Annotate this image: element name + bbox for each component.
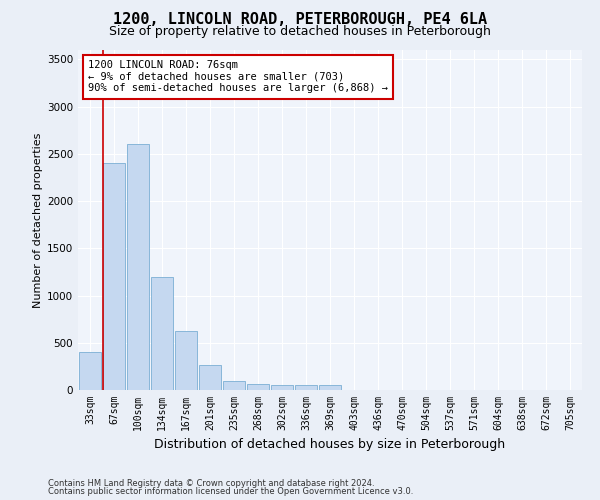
Bar <box>319 386 341 390</box>
Bar <box>223 380 245 390</box>
Text: 1200, LINCOLN ROAD, PETERBOROUGH, PE4 6LA: 1200, LINCOLN ROAD, PETERBOROUGH, PE4 6L… <box>113 12 487 28</box>
X-axis label: Distribution of detached houses by size in Peterborough: Distribution of detached houses by size … <box>154 438 506 452</box>
Text: Size of property relative to detached houses in Peterborough: Size of property relative to detached ho… <box>109 25 491 38</box>
Text: Contains HM Land Registry data © Crown copyright and database right 2024.: Contains HM Land Registry data © Crown c… <box>48 478 374 488</box>
Y-axis label: Number of detached properties: Number of detached properties <box>33 132 43 308</box>
Bar <box>79 352 101 390</box>
Bar <box>295 385 317 390</box>
Text: Contains public sector information licensed under the Open Government Licence v3: Contains public sector information licen… <box>48 487 413 496</box>
Text: 1200 LINCOLN ROAD: 76sqm
← 9% of detached houses are smaller (703)
90% of semi-d: 1200 LINCOLN ROAD: 76sqm ← 9% of detache… <box>88 60 388 94</box>
Bar <box>175 332 197 390</box>
Bar <box>151 276 173 390</box>
Bar <box>127 144 149 390</box>
Bar <box>247 384 269 390</box>
Bar <box>103 164 125 390</box>
Bar <box>199 366 221 390</box>
Bar <box>271 385 293 390</box>
